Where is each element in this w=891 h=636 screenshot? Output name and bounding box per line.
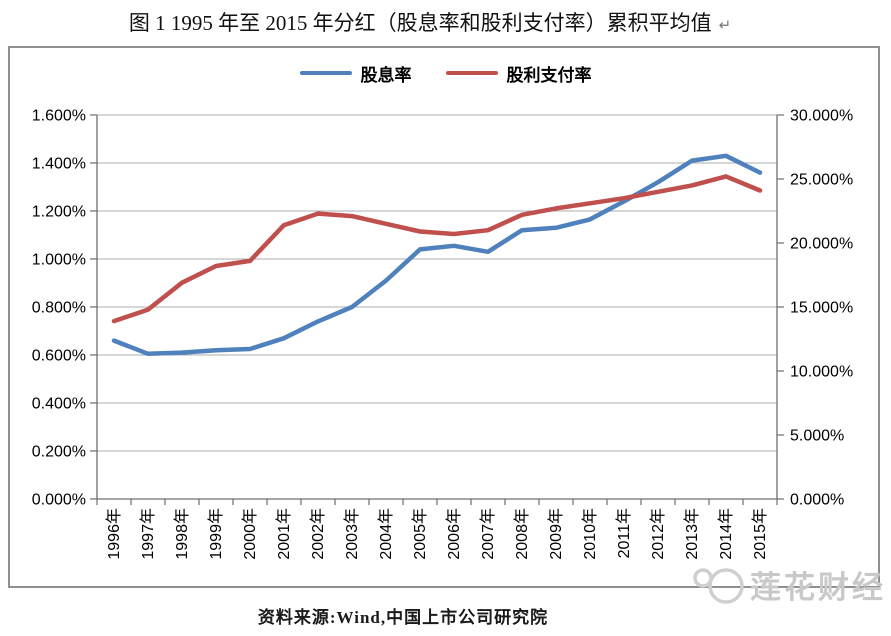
x-axis-tick-label: 2006年 <box>445 508 463 560</box>
left-axis-tick-label: 0.400% <box>32 396 86 413</box>
left-axis-tick-label: 1.200% <box>32 204 86 221</box>
right-axis-tick-label: 20.000% <box>790 236 853 253</box>
gridlines <box>97 114 777 452</box>
x-axis-tick-label: 2010年 <box>581 508 599 560</box>
chart-title-text: 图 1 1995 年至 2015 年分红（股息率和股利支付率）累积平均值 <box>128 11 712 35</box>
x-axis-tick-label: 2005年 <box>411 508 429 560</box>
legend-swatch-dividend-yield <box>299 70 352 76</box>
x-axis-tick-label: 2000年 <box>241 508 259 560</box>
x-axis-tick-label: 2001年 <box>275 508 293 560</box>
watermark-logo-icon <box>693 568 744 604</box>
tick-marks <box>90 114 784 505</box>
left-axis-tick-label: 0.000% <box>32 492 86 509</box>
left-axis-tick-labels: 0.000% 0.200% 0.400% 0.600% 0.800% 1.000% 1.20… <box>32 108 86 509</box>
x-axis-tick-label: 2008年 <box>513 508 531 560</box>
chart-frame <box>8 46 880 588</box>
x-axis-tick-label: 2012年 <box>649 508 667 560</box>
x-axis-tick-label: 2007年 <box>479 508 497 560</box>
x-axis-tick-label: 2002年 <box>309 508 327 560</box>
legend-swatch-payout-ratio <box>445 70 498 76</box>
x-axis-tick-label: 2009年 <box>547 508 565 560</box>
x-axis-tick-label: 2004年 <box>377 508 395 560</box>
left-axis-tick-label: 1.600% <box>32 108 86 125</box>
x-axis-tick-label: 1996年 <box>105 508 123 560</box>
right-axis-tick-label: 0.000% <box>790 492 844 509</box>
right-axis-tick-label: 10.000% <box>790 364 853 381</box>
watermark-text: 莲花财经 <box>750 569 886 605</box>
x-axis-tick-label: 1999年 <box>207 508 225 560</box>
lianhua-caijing-watermark: 莲花财经 <box>688 560 888 608</box>
legend-label-payout-ratio: 股利支付率 <box>506 65 592 85</box>
right-axis-tick-labels: 0.000% 5.000% 10.000% 15.000% 20.000% 25.000%… <box>790 108 853 509</box>
x-axis-tick-label: 2015年 <box>751 508 769 560</box>
legend: 股息率 股利支付率 <box>0 58 891 88</box>
paragraph-return-mark: ↵ <box>718 18 732 34</box>
x-axis-tick-label: 2013年 <box>683 508 701 560</box>
x-axis-tick-label: 2003年 <box>343 508 361 560</box>
legend-label-dividend-yield: 股息率 <box>360 65 412 85</box>
left-axis-tick-label: 0.600% <box>32 348 86 365</box>
x-axis-tick-label: 1998年 <box>173 508 191 560</box>
chart-title: 图 1 1995 年至 2015 年分红（股息率和股利支付率）累积平均值 ↵ <box>0 7 860 37</box>
left-axis-tick-label: 1.400% <box>32 156 86 173</box>
series-line-dividend-yield <box>111 153 763 357</box>
legend-item-payout-ratio: 股利支付率 <box>445 61 592 86</box>
right-axis-tick-label: 30.000% <box>790 108 853 125</box>
legend-item-dividend-yield: 股息率 <box>299 61 412 86</box>
x-axis-tick-label: 1997年 <box>139 508 157 560</box>
series-line-payout-ratio <box>111 174 763 324</box>
left-axis-tick-label: 0.200% <box>32 444 86 461</box>
x-axis-tick-labels: 1996年 1997年 1998年 1999年 2000年 2001年 2002年 2003年… <box>105 508 769 560</box>
x-axis-tick-label: 2014年 <box>717 508 735 560</box>
right-axis-tick-label: 15.000% <box>790 300 853 317</box>
x-axis-tick-label: 2011年 <box>615 508 633 558</box>
left-axis-tick-label: 0.800% <box>32 300 86 317</box>
right-axis-tick-label: 5.000% <box>790 428 844 445</box>
left-axis-tick-label: 1.000% <box>32 252 86 269</box>
right-axis-tick-label: 25.000% <box>790 172 853 189</box>
footer-source: 资料来源:Wind,中国上市公司研究院 <box>257 608 549 627</box>
